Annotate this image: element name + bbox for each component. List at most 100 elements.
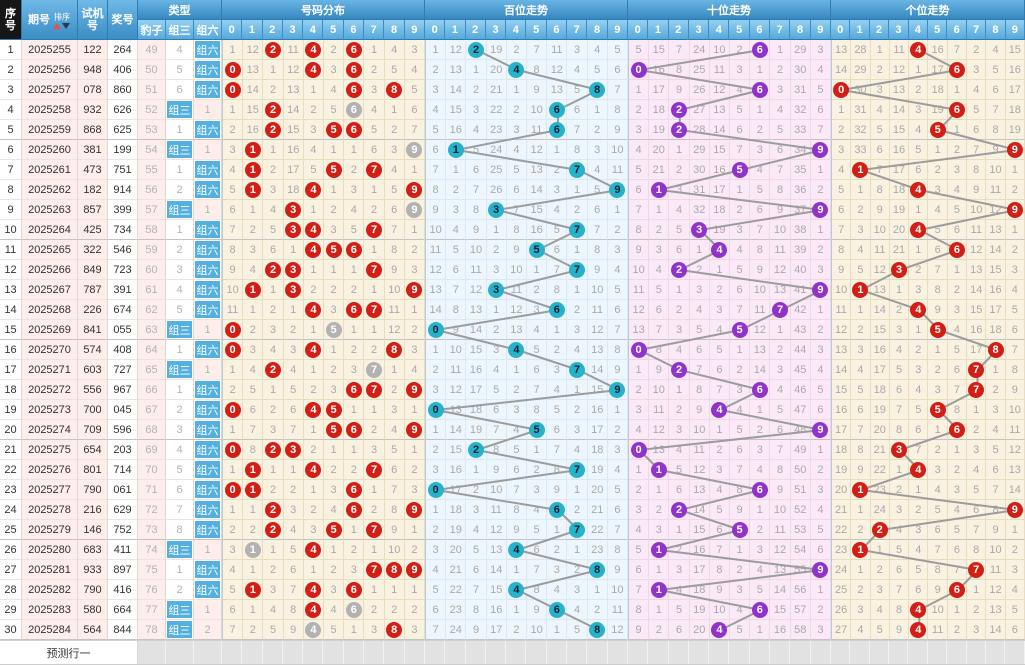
- leopard-miss-cell: 52: [138, 100, 166, 120]
- dist-cell: 16: [243, 120, 264, 140]
- hundreds-group-title: 百位走势: [425, 0, 628, 20]
- tens-cell: 40: [790, 260, 811, 280]
- seq-cell: 18: [0, 380, 22, 400]
- table-row: 12 6 2 4 3 7 11 7 42 1: [629, 300, 832, 320]
- group3-cell: 2: [166, 240, 194, 260]
- dist-cell: 12: [384, 320, 405, 340]
- table-row: 4 12 3 10 1 5 2 6 48 9: [629, 420, 832, 440]
- col-header-group6: 组六: [194, 20, 222, 40]
- dist-ball: 4: [305, 181, 322, 198]
- period-cell: 2025261: [22, 160, 78, 180]
- hundreds-cell: 14: [446, 80, 467, 100]
- tens-cell: 1: [629, 80, 650, 100]
- tens-ball: 0: [630, 341, 647, 358]
- tens-cell: 5: [730, 320, 751, 340]
- dist-cell: 7: [384, 220, 405, 240]
- units-cell: 6: [832, 200, 852, 220]
- units-cell: 5: [889, 540, 910, 560]
- test-number-cell: 425: [78, 220, 108, 240]
- dist-cell: 1: [243, 580, 264, 600]
- prediction-empty-cell: [749, 641, 771, 664]
- table-row: 17 2025271 603 727 65 组三 1: [0, 360, 222, 380]
- dist-cell: 8: [243, 440, 264, 460]
- hundreds-cell: 15: [587, 380, 608, 400]
- test-number-cell: 556: [78, 380, 108, 400]
- tens-cell: 19: [709, 220, 731, 240]
- table-row: 10 2025264 425 734 58 1 组六: [0, 220, 222, 240]
- type-chip: 组六: [194, 280, 221, 299]
- dist-ball: 3: [285, 441, 302, 458]
- hundreds-cell: 1: [547, 320, 568, 340]
- prize-number-cell: 061: [108, 480, 138, 500]
- dist-cell: 3: [384, 140, 405, 160]
- dist-cell: 12: [283, 60, 304, 80]
- tens-cell: 6: [629, 560, 650, 580]
- type-chip: 组六: [194, 220, 221, 239]
- dist-cell: 1: [223, 360, 244, 380]
- units-ball: 5: [929, 321, 946, 338]
- dist-ball: 4: [305, 61, 322, 78]
- dist-cell: 1: [364, 40, 385, 60]
- hundreds-cell: 4: [587, 160, 608, 180]
- sort-desc-icon[interactable]: [62, 22, 71, 29]
- dist-cell: 4: [303, 400, 325, 420]
- hundreds-cell: 6: [486, 400, 507, 420]
- dist-cell: 2: [364, 340, 385, 360]
- tens-cell: 26: [689, 80, 710, 100]
- tens-cell: 6: [810, 540, 832, 560]
- dist-ball: 6: [345, 301, 362, 318]
- tens-cell: 9: [730, 500, 751, 520]
- hundreds-cell: 1: [567, 280, 588, 300]
- units-ball: 5: [929, 121, 946, 138]
- digit-column-header: 1: [648, 20, 669, 40]
- tens-cell: 4: [730, 400, 751, 420]
- hundreds-cell: 3: [607, 440, 629, 460]
- units-cell: 20: [889, 220, 910, 240]
- units-cell: 9: [967, 180, 987, 200]
- tens-cell: 4: [709, 240, 731, 260]
- dist-ball: 0: [224, 321, 241, 338]
- tens-cell: 6: [750, 40, 771, 60]
- tens-cell: 3: [770, 80, 791, 100]
- units-cell: 2: [851, 580, 871, 600]
- group6-cell: 组六: [194, 120, 222, 140]
- units-cell: 1: [928, 140, 948, 160]
- hundreds-cell: 5: [506, 440, 528, 460]
- tens-ball: 5: [731, 161, 748, 178]
- hundreds-cell: 6: [567, 100, 588, 120]
- dist-cell: 5: [324, 120, 345, 140]
- leopard-miss-cell: 54: [138, 140, 166, 160]
- units-cell: 5: [870, 120, 890, 140]
- dist-cell: 4: [364, 100, 385, 120]
- units-cell: 4: [909, 540, 929, 560]
- group3-cell: 8: [166, 520, 194, 540]
- sort-asc-icon[interactable]: [53, 22, 62, 29]
- units-cell: 11: [870, 240, 890, 260]
- units-cell: 12: [986, 580, 1006, 600]
- dist-cell: 2: [243, 520, 264, 540]
- leopard-miss-cell: 69: [138, 440, 166, 460]
- units-cell: 1: [851, 300, 871, 320]
- units-cell: 4: [986, 40, 1006, 60]
- tens-cell: 3: [750, 540, 771, 560]
- test-number-cell: 603: [78, 360, 108, 380]
- tens-ball: 6: [751, 41, 768, 58]
- units-cell: 8: [889, 420, 910, 440]
- dist-ball: 6: [345, 241, 362, 258]
- test-number-cell: 226: [78, 300, 108, 320]
- group6-cell: 组六: [194, 280, 222, 300]
- dist-cell: 8: [384, 560, 405, 580]
- dist-ball: 6: [345, 601, 362, 618]
- dist-cell: 1: [263, 280, 284, 300]
- dist-cell: 6: [344, 80, 365, 100]
- units-cell: 6: [947, 540, 968, 560]
- units-cell: 16: [1005, 60, 1025, 80]
- dist-cell: 8: [384, 80, 405, 100]
- tens-cell: 4: [810, 500, 832, 520]
- type-chip: 组六: [194, 420, 221, 439]
- hundreds-cell: 6: [506, 460, 528, 480]
- units-ball: 4: [910, 621, 927, 638]
- type-chip: 组三: [166, 620, 193, 639]
- units-cell: 15: [1005, 40, 1025, 60]
